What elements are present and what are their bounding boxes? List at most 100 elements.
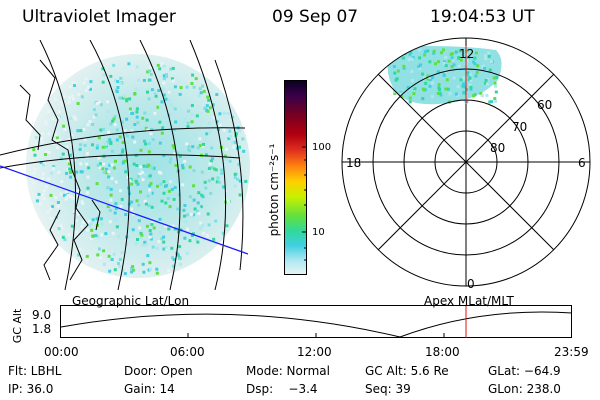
geo-speckle-pixel: [95, 146, 99, 150]
polar-speckle-pixel: [411, 79, 414, 82]
polar-speckle-pixel: [419, 63, 422, 67]
geo-speckle-pixel: [109, 140, 113, 144]
polar-speckle-pixel: [472, 60, 475, 64]
alt-xtick-0600: 06:00: [170, 345, 205, 359]
geo-speckle-pixel: [87, 220, 91, 224]
geo-speckle-pixel: [110, 176, 114, 180]
geo-speckle-pixel: [222, 111, 226, 115]
geo-speckle-pixel: [148, 188, 152, 192]
geo-speckle-pixel: [80, 200, 84, 204]
geo-speckle-pixel: [118, 264, 122, 268]
geo-speckle-pixel: [142, 270, 146, 274]
geo-speckle-pixel: [44, 185, 48, 189]
geo-speckle-pixel: [44, 153, 47, 156]
geo-speckle-pixel: [171, 144, 175, 148]
geo-speckle-pixel: [238, 145, 241, 149]
geo-speckle-pixel: [96, 163, 100, 167]
geo-speckle-pixel: [106, 186, 110, 190]
geo-speckle-pixel: [121, 268, 125, 272]
geo-speckle-pixel: [51, 117, 55, 121]
polar-speckle-pixel: [475, 71, 479, 75]
geo-speckle-pixel: [134, 242, 138, 245]
geo-speckle-pixel: [132, 268, 136, 272]
geo-speckle-pixel: [190, 155, 194, 159]
geo-speckle-pixel: [195, 114, 199, 118]
geo-speckle-pixel: [216, 176, 220, 180]
geo-speckle-pixel: [42, 189, 46, 193]
geo-speckle-pixel: [64, 140, 68, 144]
geo-speckle-pixel: [86, 175, 90, 179]
polar-speckle-pixel: [401, 56, 405, 60]
geo-speckle-pixel: [173, 203, 177, 207]
mlat-label-70: 70: [512, 120, 528, 134]
polar-speckle-pixel: [393, 71, 397, 75]
polar-speckle-pixel: [418, 56, 422, 60]
geo-speckle-pixel: [145, 165, 149, 168]
geo-speckle-pixel: [207, 167, 211, 170]
geo-speckle-pixel: [147, 97, 151, 101]
geo-speckle-pixel: [195, 237, 198, 241]
polar-speckle-pixel: [444, 87, 448, 91]
polar-speckle-pixel: [457, 56, 461, 60]
geo-speckle-pixel: [170, 188, 174, 191]
geo-speckle-pixel: [171, 77, 174, 81]
geo-speckle-pixel: [79, 143, 82, 147]
geo-speckle-pixel: [144, 202, 148, 206]
geo-speckle-pixel: [131, 265, 135, 269]
polar-speckle-pixel: [468, 76, 472, 80]
mlat-label-60: 60: [537, 98, 553, 112]
colorbar: [284, 80, 307, 275]
geo-speckle-pixel: [137, 219, 141, 223]
alt-ytick-9: 9.0: [32, 308, 52, 322]
polar-speckle-pixel: [393, 92, 397, 95]
geo-speckle-pixel: [234, 140, 238, 144]
geo-speckle-pixel: [89, 221, 93, 225]
geo-speckle-pixel: [141, 262, 145, 266]
polar-speckle-pixel: [423, 53, 427, 57]
geo-speckle-pixel: [206, 95, 210, 99]
geo-speckle-pixel: [91, 143, 94, 147]
geo-speckle-pixel: [139, 175, 143, 179]
geo-speckle-pixel: [113, 123, 117, 127]
geo-speckle-pixel: [49, 207, 53, 211]
polar-speckle-pixel: [468, 72, 472, 76]
geo-speckle-pixel: [69, 153, 72, 157]
geo-speckle-pixel: [86, 228, 89, 232]
geo-speckle-pixel: [151, 138, 155, 142]
geo-speckle-pixel: [153, 90, 157, 94]
polar-speckle-pixel: [428, 60, 432, 64]
polar-speckle-pixel: [479, 91, 483, 95]
geo-speckle-pixel: [142, 78, 146, 82]
polar-speckle-pixel: [469, 85, 473, 89]
geo-speckle-pixel: [47, 150, 51, 154]
geo-speckle-pixel: [132, 162, 136, 166]
geo-speckle-pixel: [126, 134, 129, 138]
geo-speckle-pixel: [173, 227, 177, 231]
geo-speckle-pixel: [150, 205, 154, 209]
mlt-label-6: 6: [578, 156, 586, 170]
geo-speckle-pixel: [149, 132, 153, 136]
geo-speckle-pixel: [99, 217, 103, 221]
geo-speckle-pixel: [43, 162, 47, 166]
geo-speckle-pixel: [148, 191, 152, 195]
geo-speckle-pixel: [148, 174, 152, 178]
geo-speckle-pixel: [232, 145, 236, 149]
geo-speckle-pixel: [226, 200, 230, 203]
geo-speckle-pixel: [113, 115, 117, 119]
geo-speckle-pixel: [167, 227, 171, 231]
geo-speckle-pixel: [222, 128, 226, 132]
geo-speckle-pixel: [171, 256, 174, 260]
geo-speckle-pixel: [210, 157, 214, 161]
geo-speckle-pixel: [155, 246, 159, 250]
geo-speckle-pixel: [46, 210, 50, 214]
geo-speckle-pixel: [104, 145, 108, 149]
geo-speckle-pixel: [110, 258, 114, 261]
polar-speckle-pixel: [469, 78, 473, 82]
geo-speckle-pixel: [119, 204, 123, 208]
geo-speckle-pixel: [148, 112, 152, 116]
geo-speckle-pixel: [231, 115, 234, 119]
geo-speckle-pixel: [65, 145, 69, 149]
geo-speckle-pixel: [196, 146, 200, 150]
geo-speckle-pixel: [95, 102, 99, 105]
geo-speckle-pixel: [203, 180, 207, 184]
